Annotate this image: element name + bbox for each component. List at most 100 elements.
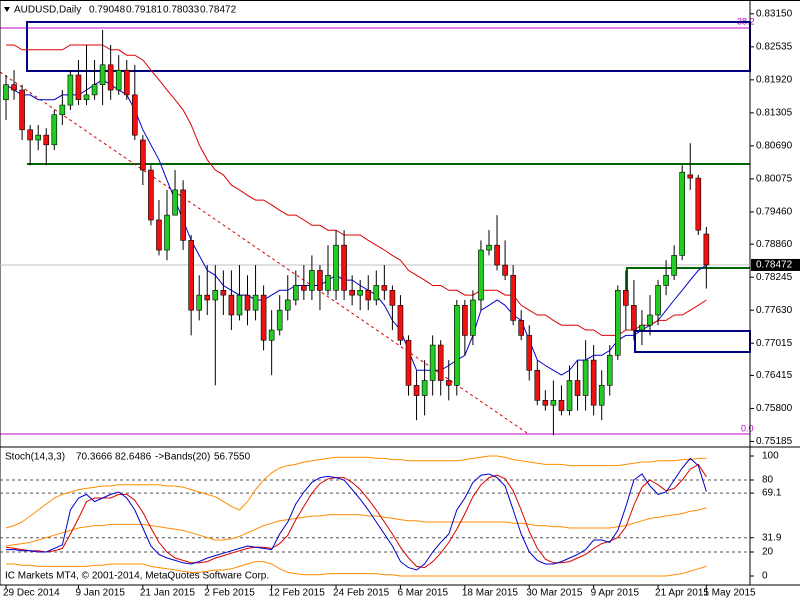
x-tick-label: 12 Feb 2015 <box>269 588 326 599</box>
x-tick-label: 29 Dec 2014 <box>3 588 60 599</box>
y-tick-label: 0.78860 <box>756 239 793 250</box>
candle-body <box>470 299 476 336</box>
candle-body <box>252 294 259 311</box>
candle-body <box>99 64 106 85</box>
candle-body <box>140 139 146 171</box>
y-tick-label: 0.82535 <box>756 41 793 52</box>
candle-body <box>598 385 605 406</box>
candle-body <box>373 285 380 301</box>
candle-body <box>647 314 653 326</box>
candle-body <box>413 385 420 396</box>
fibo-label: 0.0 <box>741 423 754 433</box>
ohlc-open: 0.79048 <box>89 5 126 16</box>
candle-body <box>75 74 82 101</box>
ohlc-low: 0.78033 <box>163 5 200 16</box>
candle-body <box>204 294 211 301</box>
candle-body <box>437 344 444 381</box>
candle-body <box>156 219 162 251</box>
candle-body <box>123 69 130 96</box>
indicator-title: ->Bands(20) <box>155 452 210 463</box>
candle-body <box>671 255 677 276</box>
candle-body <box>655 285 661 316</box>
footer: IC Markets MT4, © 2001-2014, MetaQuotes … <box>5 571 269 582</box>
candle-body <box>212 290 219 301</box>
candle-body <box>502 264 508 276</box>
candle-body <box>180 189 186 241</box>
candle-body <box>27 129 33 141</box>
candle-body <box>445 380 452 386</box>
candle-body <box>164 214 170 251</box>
candle-body <box>631 305 637 331</box>
y-tick-label: 0.79460 <box>756 207 793 218</box>
x-tick-label: 30 Mar 2015 <box>526 588 583 599</box>
candle-body <box>83 94 90 101</box>
candle-body <box>623 290 629 306</box>
menu-icon <box>4 7 10 12</box>
candle-body <box>148 169 154 221</box>
indicator-value: 70.3666 <box>76 452 113 463</box>
chart-title: AUDUSD,Daily <box>14 5 81 16</box>
candle-body <box>494 244 500 266</box>
candle-body <box>188 240 194 311</box>
candle-body <box>309 270 315 291</box>
candle-body <box>558 400 565 411</box>
candle-body <box>518 320 525 336</box>
x-tick-label: 6 Mar 2015 <box>397 588 448 599</box>
y-tick-label: 69.1 <box>762 488 782 499</box>
x-tick-label: 9 Jan 2015 <box>75 588 125 599</box>
y-tick-label: 0.77015 <box>756 338 793 349</box>
y-tick-label: 0.83150 <box>756 8 793 19</box>
candle-body <box>365 290 372 301</box>
candle-body <box>462 305 468 336</box>
x-tick-label: 21 Jan 2015 <box>140 588 195 599</box>
x-tick-label: 2 Feb 2015 <box>204 588 255 599</box>
y-tick-label: 0.81920 <box>756 74 793 85</box>
trend-line <box>0 71 528 434</box>
candle-body <box>341 244 347 291</box>
candle-body <box>510 274 516 321</box>
candle-body <box>679 171 686 256</box>
moving-average <box>6 44 707 336</box>
candle-body <box>349 290 355 296</box>
y-tick-label: 0.75800 <box>756 403 793 414</box>
candle-body <box>325 274 331 291</box>
candle-body <box>695 177 702 231</box>
stochastic-line <box>5 507 707 547</box>
ohlc-close: 0.78472 <box>200 5 237 16</box>
candle-body <box>550 400 557 406</box>
candle-body <box>107 64 114 91</box>
candle-body <box>397 305 404 341</box>
candle-body <box>132 94 138 136</box>
stochastic-line <box>6 561 707 577</box>
candle-body <box>115 69 122 91</box>
x-tick-label: 1 May 2015 <box>703 588 756 599</box>
candle-body <box>51 114 58 146</box>
support-line <box>626 267 750 300</box>
candle-body <box>389 290 396 306</box>
candle-body <box>91 84 98 96</box>
candle-body <box>284 299 291 311</box>
indicator-value: 56.7550 <box>214 452 251 463</box>
candle-body <box>614 290 621 356</box>
x-tick-label: 24 Feb 2015 <box>333 588 390 599</box>
candle-body <box>429 344 436 381</box>
candle-body <box>268 329 275 341</box>
price-label: 0.78472 <box>756 260 793 271</box>
candle-body <box>196 294 202 311</box>
candle-body <box>542 400 549 406</box>
x-tick-label: 21 Apr 2015 <box>655 588 709 599</box>
candle-body <box>574 380 581 396</box>
y-tick-label: 100 <box>762 451 779 462</box>
candle-body <box>43 134 50 146</box>
candle-body <box>3 84 9 101</box>
candle-body <box>566 380 573 411</box>
y-tick-label: 0 <box>762 571 768 582</box>
candle-body <box>687 174 694 179</box>
candle-body <box>228 294 235 316</box>
candle-body <box>333 244 339 291</box>
candle-body <box>301 285 307 291</box>
y-tick-label: 0.81305 <box>756 108 793 119</box>
y-tick-label: 0.75185 <box>756 436 793 447</box>
